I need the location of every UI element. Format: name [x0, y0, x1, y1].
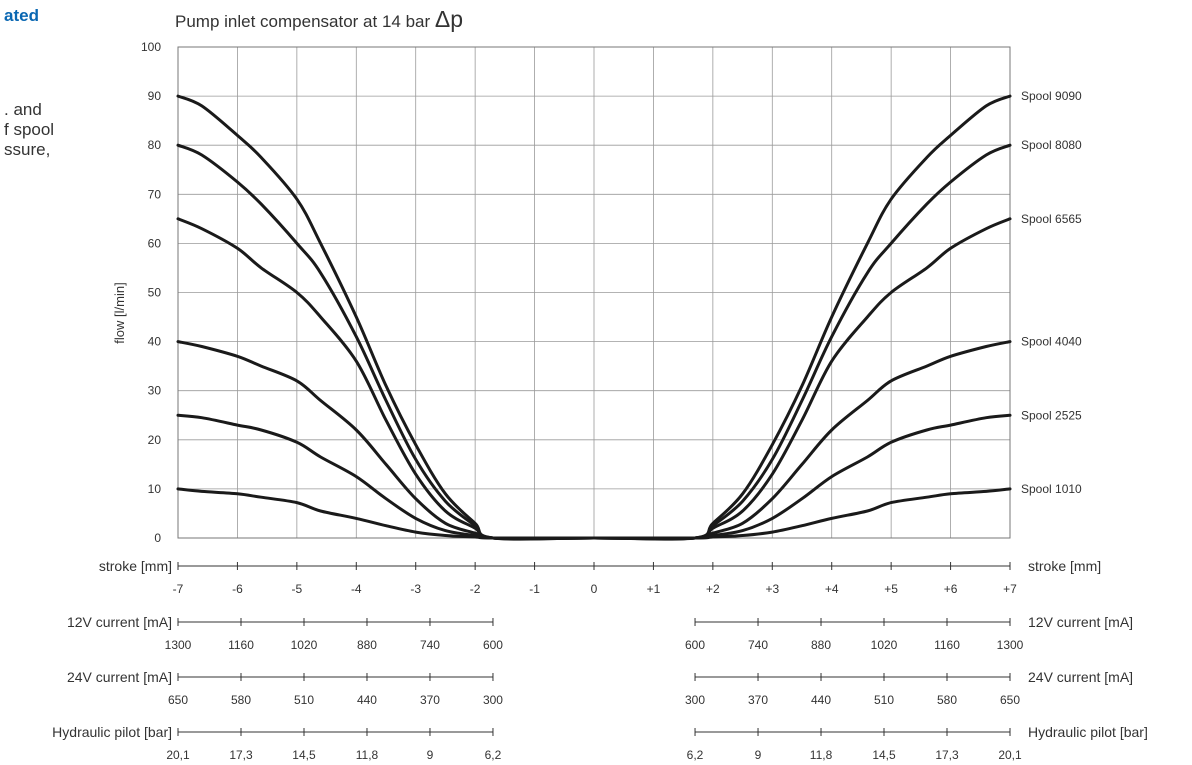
hydraulic-pilot-bar-label-left: Hydraulic pilot [bar]: [52, 724, 172, 740]
y-tick-label: 30: [148, 384, 162, 398]
stroke-tick-label: -2: [470, 582, 481, 596]
y-tick-label: 40: [148, 335, 162, 349]
stroke-tick-label: -1: [529, 582, 540, 596]
y-tick-label: 60: [148, 236, 162, 250]
hydraulic-pilot-bar-tick-label: 11,8: [810, 748, 833, 762]
stroke-tick-label: -5: [292, 582, 303, 596]
y-axis-label: flow [l/min]: [112, 282, 127, 343]
12v-current-ma-tick-label: 1160: [934, 638, 960, 652]
series-line-spool-1010: [176, 487, 1012, 540]
series-labels: Spool 9090 Spool 8080 Spool 6565 Spool 4040…: [1021, 89, 1082, 496]
stroke-tick-label: -3: [410, 582, 421, 596]
stroke-tick-label: +3: [765, 582, 779, 596]
12v-current-ma-tick-label: 600: [483, 638, 503, 652]
grid: [177, 46, 1011, 539]
hydraulic-pilot-bar-tick-label: 11,8: [356, 748, 379, 762]
12v-current-ma-tick-label: 740: [748, 638, 768, 652]
y-tick-label: 0: [154, 531, 161, 545]
24v-current-ma-tick-label: 440: [811, 693, 831, 707]
stroke-tick-label: -4: [351, 582, 362, 596]
24v-current-ma-tick-label: 300: [483, 693, 503, 707]
hydraulic-pilot-bar-tick-label: 14,5: [292, 748, 316, 762]
12v-current-ma-label-left: 12V current [mA]: [67, 614, 172, 630]
side-text-line: . and: [4, 100, 42, 119]
hydraulic-pilot-bar-tick-label: 17,3: [935, 748, 959, 762]
12v-current-ma-label-right: 12V current [mA]: [1028, 614, 1133, 630]
y-tick-label: 50: [148, 286, 162, 300]
y-tick-label: 90: [148, 89, 162, 103]
24v-current-ma-label-left: 24V current [mA]: [67, 669, 172, 685]
hydraulic-pilot-bar-tick-label: 17,3: [229, 748, 253, 762]
24v-current-ma-tick-label: 580: [937, 693, 957, 707]
bottom-scales: -7 -6 -5 -4 -3 -2 -1 0 +1 +2 +3 +4 +5 +6 +7 stroke [mm]…: [52, 558, 1148, 762]
stroke-scale-label-right: stroke [mm]: [1028, 558, 1101, 574]
24v-current-ma-tick-label: 300: [685, 693, 705, 707]
24v-current-ma-tick-label: 580: [231, 693, 251, 707]
12v-current-ma-tick-label: 1020: [871, 638, 898, 652]
24v-current-ma-tick-label: 370: [420, 693, 440, 707]
stroke-scale-label-left: stroke [mm]: [99, 558, 172, 574]
12v-current-ma-tick-label: 600: [685, 638, 705, 652]
stroke-tick-label: +2: [706, 582, 720, 596]
12v-current-ma-tick-label: 740: [420, 638, 440, 652]
12v-current-ma-tick-label: 880: [357, 638, 377, 652]
series-label-spool-6565: Spool 6565: [1021, 212, 1082, 226]
12v-current-ma-tick-label: 1020: [291, 638, 318, 652]
stroke-tick-label: +6: [944, 582, 958, 596]
hydraulic-pilot-bar-tick-label: 20,1: [166, 748, 190, 762]
series-label-spool-4040: Spool 4040: [1021, 335, 1082, 349]
hydraulic-pilot-bar-tick-label: 14,5: [872, 748, 896, 762]
24v-current-ma-tick-label: 510: [874, 693, 894, 707]
12v-current-ma-tick-label: 880: [811, 638, 831, 652]
y-tick-label: 80: [148, 138, 162, 152]
stroke-tick-label: +4: [825, 582, 839, 596]
y-tick-label: 20: [148, 433, 162, 447]
side-text-block: . and f spool ssure,: [4, 100, 54, 160]
y-tick-label: 10: [148, 482, 162, 496]
delta-p-symbol: Δp: [435, 6, 463, 32]
stroke-tick-label: +5: [884, 582, 898, 596]
stroke-tick-label: +1: [647, 582, 661, 596]
hydraulic-pilot-bar-tick-label: 6,2: [485, 748, 502, 762]
page-section-heading: ated: [4, 6, 39, 25]
12v-current-ma-tick-label: 1160: [228, 638, 254, 652]
y-tick-label: 70: [148, 187, 162, 201]
y-axis-ticks: 0 10 20 30 40 50 60 70 80 90 100: [141, 40, 161, 545]
12v-current-ma-tick-label: 1300: [997, 638, 1024, 652]
series-label-spool-2525: Spool 2525: [1021, 408, 1082, 422]
hydraulic-pilot-bar-tick-label: 20,1: [998, 748, 1022, 762]
stroke-tick-label: +7: [1003, 582, 1017, 596]
24v-current-ma-tick-label: 650: [168, 693, 188, 707]
series-group: [176, 94, 1012, 541]
y-tick-label: 100: [141, 40, 161, 54]
24v-current-ma-tick-label: 370: [748, 693, 768, 707]
stroke-tick-label: 0: [591, 582, 598, 596]
series-label-spool-1010: Spool 1010: [1021, 482, 1082, 496]
side-text-line: ssure,: [4, 140, 51, 159]
24v-current-ma-tick-label: 510: [294, 693, 314, 707]
series-label-spool-9090: Spool 9090: [1021, 89, 1082, 103]
series-label-spool-8080: Spool 8080: [1021, 138, 1082, 152]
stroke-tick-label: -6: [232, 582, 243, 596]
24v-current-ma-tick-label: 440: [357, 693, 377, 707]
chart-title: Pump inlet compensator at 14 bar Δp: [175, 6, 463, 32]
side-text-line: f spool: [4, 120, 55, 139]
hydraulic-pilot-bar-label-right: Hydraulic pilot [bar]: [1028, 724, 1148, 740]
hydraulic-pilot-bar-tick-label: 6,2: [687, 748, 704, 762]
hydraulic-pilot-bar-tick-label: 9: [427, 748, 434, 762]
24v-current-ma-tick-label: 650: [1000, 693, 1020, 707]
12v-current-ma-tick-label: 1300: [165, 638, 192, 652]
24v-current-ma-label-right: 24V current [mA]: [1028, 669, 1133, 685]
stroke-tick-label: -7: [173, 582, 184, 596]
hydraulic-pilot-bar-tick-label: 9: [755, 748, 762, 762]
